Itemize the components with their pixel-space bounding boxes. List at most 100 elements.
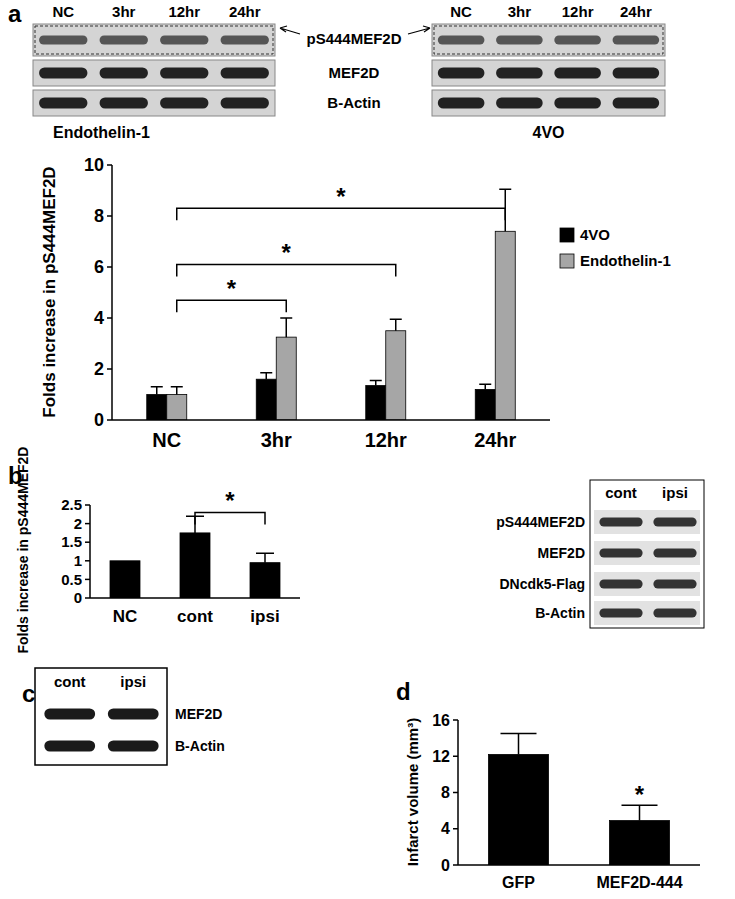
y-tick-label: 2.5 bbox=[61, 496, 82, 513]
x-tick-label: GFP bbox=[502, 874, 535, 891]
x-tick-label: 3hr bbox=[261, 429, 292, 451]
row-label: pS444MEF2D bbox=[496, 514, 585, 530]
y-tick bbox=[85, 597, 90, 599]
y-tick bbox=[107, 368, 112, 370]
y-axis-label: Folds increase in pS444MEF2D bbox=[15, 447, 31, 654]
legend-swatch bbox=[560, 254, 574, 268]
y-tick-label: 8 bbox=[94, 206, 104, 226]
blot-band bbox=[599, 518, 642, 527]
row-label: MEF2D bbox=[175, 706, 222, 722]
blot-strip bbox=[594, 601, 700, 625]
blot-band bbox=[221, 68, 269, 79]
blot-strip bbox=[33, 24, 275, 56]
chart: 00.511.522.5NCcontipsiFolds increase in … bbox=[15, 447, 300, 654]
figure: abcdNC3hr12hr24hrEndothelin-1NC3hr12hr24… bbox=[0, 0, 735, 899]
error-bar bbox=[370, 380, 382, 385]
blot-strip bbox=[432, 24, 665, 56]
blot-strip bbox=[594, 510, 700, 534]
blot-strip bbox=[432, 60, 665, 86]
y-tick bbox=[107, 164, 112, 166]
legend-swatch bbox=[560, 228, 574, 242]
blot-band bbox=[39, 98, 87, 109]
row-label: pS444MEF2D bbox=[306, 30, 401, 47]
blot-band bbox=[496, 36, 543, 45]
blot-band bbox=[613, 98, 660, 109]
blot-band bbox=[653, 609, 696, 618]
blot-band bbox=[496, 68, 543, 79]
blot-band bbox=[554, 68, 601, 79]
blot-strip bbox=[33, 60, 275, 86]
panel-letter: d bbox=[396, 678, 411, 705]
blot-band bbox=[221, 98, 269, 109]
blot-band bbox=[599, 609, 642, 618]
lane-label: 24hr bbox=[620, 3, 652, 20]
bar bbox=[276, 337, 296, 420]
blot-band bbox=[599, 549, 642, 558]
blot-band bbox=[599, 580, 642, 589]
blot-band bbox=[160, 68, 208, 79]
blot-band bbox=[438, 98, 485, 109]
blot-band bbox=[653, 580, 696, 589]
error-bar bbox=[280, 318, 292, 337]
chart: 0481216GFPMEF2D-444Infarct volume (mm³)* bbox=[404, 712, 700, 891]
bar bbox=[110, 561, 140, 598]
y-tick bbox=[453, 792, 458, 794]
lane-label: ipsi bbox=[120, 673, 146, 690]
blot-band bbox=[160, 36, 208, 45]
error-bar bbox=[256, 553, 274, 562]
lane-label: NC bbox=[52, 3, 74, 20]
y-tick-label: 0 bbox=[441, 857, 450, 874]
x-axis bbox=[112, 419, 550, 421]
y-tick-label: 8 bbox=[441, 784, 450, 801]
chart: 0246810NC3hr12hr24hrFolds increase in pS… bbox=[40, 155, 671, 451]
bar bbox=[366, 386, 386, 420]
bar bbox=[147, 395, 167, 421]
y-tick bbox=[107, 419, 112, 421]
legend: 4VOEndothelin-1 bbox=[560, 226, 671, 269]
x-axis bbox=[458, 864, 700, 866]
y-tick-label: 16 bbox=[432, 712, 450, 729]
error-bar bbox=[260, 373, 272, 379]
y-tick bbox=[107, 266, 112, 268]
error-bar bbox=[501, 734, 537, 755]
blot-band bbox=[653, 518, 696, 527]
y-tick-label: 0.5 bbox=[61, 571, 82, 588]
lane-label: 12hr bbox=[562, 3, 594, 20]
bar bbox=[386, 331, 406, 420]
dashed-box bbox=[35, 26, 273, 54]
y-tick bbox=[85, 504, 90, 506]
y-axis-label: Folds increase in pS444MEF2D bbox=[40, 166, 59, 417]
legend-label: 4VO bbox=[580, 226, 610, 243]
lane-label: NC bbox=[450, 3, 472, 20]
blot-band bbox=[221, 36, 269, 45]
bar bbox=[250, 563, 280, 598]
bar bbox=[610, 821, 670, 865]
x-tick-label: MEF2D-444 bbox=[596, 874, 682, 891]
blot: NC3hr12hr24hrEndothelin-1 bbox=[33, 3, 275, 141]
y-axis bbox=[89, 505, 91, 598]
y-tick-label: 1.5 bbox=[61, 533, 82, 550]
row-label: B-Actin bbox=[175, 738, 225, 754]
row-label: B-Actin bbox=[327, 94, 380, 111]
error-bar bbox=[171, 387, 183, 395]
blot-frame bbox=[35, 668, 167, 765]
y-tick-label: 12 bbox=[432, 748, 450, 765]
blot-band bbox=[653, 549, 696, 558]
x-tick-label: 24hr bbox=[474, 429, 516, 451]
y-axis bbox=[111, 165, 113, 420]
y-tick-label: 1 bbox=[74, 552, 82, 569]
y-tick-label: 0 bbox=[74, 589, 82, 606]
blot-band bbox=[108, 741, 159, 752]
x-tick-label: ipsi bbox=[250, 607, 279, 626]
y-tick bbox=[85, 579, 90, 581]
arrow bbox=[408, 26, 430, 34]
blot-strip bbox=[594, 572, 700, 596]
x-tick-label: NC bbox=[113, 607, 138, 626]
dashed-box bbox=[434, 26, 663, 54]
blot: NC3hr12hr24hr4VO bbox=[432, 3, 665, 141]
plot-area bbox=[489, 734, 670, 865]
significance-star: * bbox=[225, 487, 235, 514]
blot-caption: Endothelin-1 bbox=[53, 124, 150, 141]
plot-area bbox=[147, 189, 516, 420]
blot-band bbox=[39, 36, 87, 45]
